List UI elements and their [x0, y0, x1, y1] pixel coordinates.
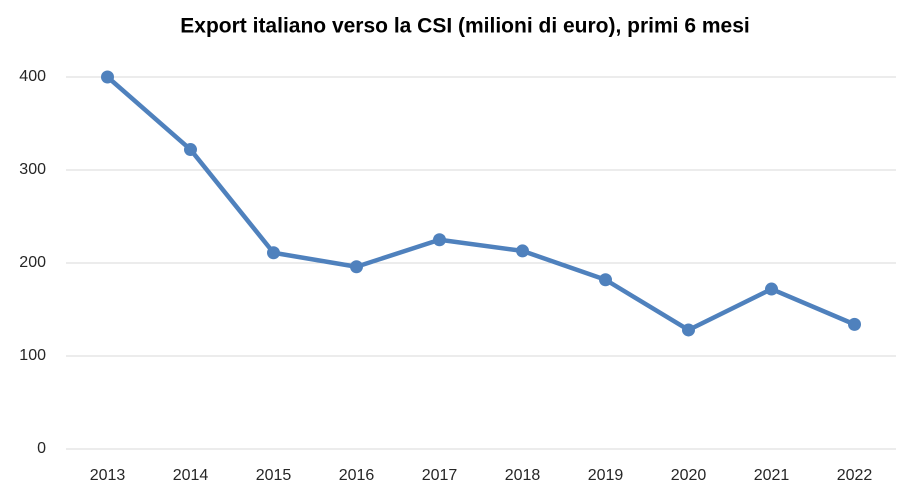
line	[106, 75, 856, 333]
marker	[765, 282, 778, 296]
marker	[848, 317, 861, 331]
marker	[267, 246, 280, 260]
y-tick-label: 100	[19, 347, 46, 364]
marker	[599, 273, 612, 287]
marker	[433, 233, 446, 247]
marker	[101, 70, 114, 84]
marker	[184, 143, 197, 157]
x-tick-label: 2013	[90, 467, 126, 484]
chart-title: Export italiano verso la CSI (milioni di…	[180, 15, 749, 38]
x-tick-label: 2019	[588, 467, 624, 484]
x-tick-label: 2014	[173, 467, 209, 484]
x-tick-label: 2022	[837, 467, 873, 484]
y-tick-label: 400	[19, 68, 46, 85]
marker	[516, 244, 529, 258]
marker	[682, 323, 695, 337]
x-tick-label: 2017	[422, 467, 458, 484]
x-tick-label: 2021	[754, 467, 790, 484]
x-tick-label: 2015	[256, 467, 292, 484]
y-tick-label: 0	[37, 440, 46, 457]
x-tick-label: 2020	[671, 467, 707, 484]
marker	[350, 260, 363, 274]
x-tick-label: 2016	[339, 467, 375, 484]
y-tick-label: 300	[19, 161, 46, 178]
x-tick-label: 2018	[505, 467, 541, 484]
y-tick-label: 200	[19, 254, 46, 271]
